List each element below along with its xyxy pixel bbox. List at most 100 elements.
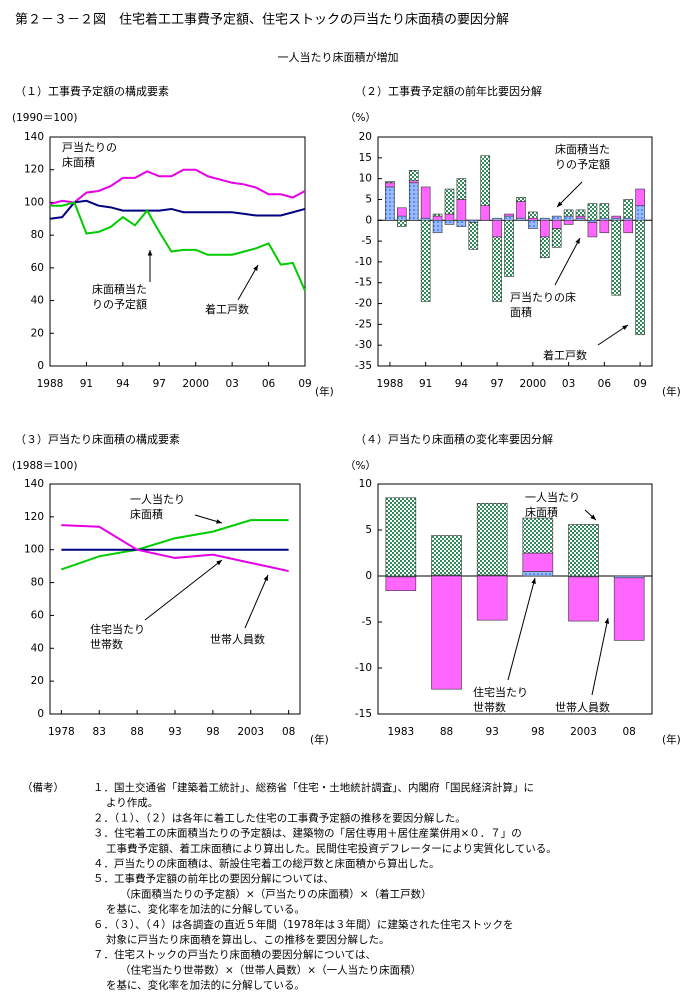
annotation-arrow: [591, 617, 609, 696]
bar-segment: [551, 215, 562, 221]
plot-frame: [49, 483, 301, 715]
bar-segment: [504, 213, 514, 217]
bar-segment: [480, 155, 491, 206]
bar-segment: [563, 209, 574, 217]
x-tick-label: 06: [598, 378, 612, 390]
bar-segment: [522, 517, 554, 554]
x-tick-label: 94: [116, 378, 130, 390]
bar-segment: [397, 207, 407, 217]
y-axis-unit: (1990＝100): [12, 112, 77, 124]
line: [49, 199, 306, 220]
annotation-arrowhead: [216, 519, 222, 524]
note-line: １．国土交通省「建築着工統計」、総務省「住宅・土地統計調査」、内閣府「国民経済計…: [93, 781, 534, 794]
line: [49, 168, 306, 206]
note-line: より作成。: [106, 797, 158, 809]
bar-segment: [431, 535, 462, 576]
bar-segment: [568, 524, 599, 577]
note-line: ４．戸当たりの床面積は、新設住宅着工の総戸数と床面積から算出した。: [93, 857, 440, 870]
bar-segment: [539, 217, 550, 221]
bar-segment: [492, 236, 502, 302]
y-tick-label: -10: [355, 662, 372, 674]
y-tick-label: 100: [24, 196, 44, 208]
x-tick-label: 08: [622, 726, 635, 738]
annotation-arrowhead: [604, 618, 610, 624]
annotation-arrow: [597, 324, 629, 346]
y-tick-label: 60: [31, 262, 44, 274]
chart-label: （３）戸当たり床面積の構成要素: [15, 432, 180, 446]
bar-segment: [575, 217, 586, 221]
bar-segment: [563, 215, 574, 221]
series-label: 世帯人員数: [210, 633, 265, 646]
bar-segment: [480, 205, 491, 221]
chart-label: （２）工事費予定額の前年比要因分解: [355, 84, 542, 98]
bar-segment: [587, 222, 598, 238]
note-line: （住宅当たり世帯数）×（世帯人員数）×（一人当たり床面積）: [120, 963, 421, 976]
bar-segment: [522, 552, 554, 572]
note-line: ２．（１）、（２）は各年に着工した住宅の工事費予定額の推移を要因分解した。: [93, 811, 466, 824]
plot-frame: [49, 136, 306, 367]
note-line: を基に、変化率を加法的に分解している。: [106, 903, 305, 916]
x-tick-label: 93: [485, 726, 498, 738]
bar-segment: [575, 209, 586, 217]
y-tick-label: 0: [365, 214, 372, 226]
series-label: 世帯人員数: [555, 701, 610, 714]
bar-segment: [385, 182, 395, 188]
x-tick-label: 91: [419, 378, 432, 390]
annotation-arrow: [554, 237, 581, 286]
bar-segment: [504, 219, 514, 277]
y-tick-label: -35: [355, 360, 372, 372]
bar-segment: [476, 575, 508, 621]
bar-segment: [397, 219, 407, 227]
bar-segment: [635, 205, 645, 221]
bar-segment: [432, 215, 443, 221]
y-tick-label: 80: [31, 577, 44, 589]
y-tick-label: 120: [24, 164, 44, 176]
x-tick-label: 1983: [387, 726, 414, 738]
y-tick-label: 5: [365, 193, 372, 205]
y-tick-label: 80: [31, 229, 44, 241]
chart-label: （１）工事費予定額の構成要素: [15, 84, 169, 98]
x-tick-label: 2003: [237, 726, 264, 738]
x-tick-label: 03: [562, 378, 575, 390]
bar-segment: [431, 575, 462, 690]
bar-segment: [444, 213, 455, 221]
x-tick-label: 94: [455, 378, 469, 390]
bar-segment: [516, 217, 526, 221]
annotation-arrowhead: [147, 250, 153, 256]
annotation-arrow: [237, 264, 259, 301]
bar-segment: [492, 219, 502, 238]
x-tick-label: 08: [282, 726, 295, 738]
bar-segment: [456, 178, 467, 200]
x-axis-unit: (年): [310, 733, 329, 746]
x-tick-label: 2003: [570, 726, 597, 738]
y-tick-label: 140: [24, 478, 44, 490]
y-tick-label: 20: [359, 131, 372, 143]
series-label: 床面積当たりの予定額: [555, 142, 610, 171]
annotation-arrow: [507, 577, 536, 681]
x-tick-label: 2000: [520, 378, 547, 390]
bar-segment: [568, 576, 599, 622]
bar-segment: [599, 219, 610, 234]
note-line: ５．工事費予定額の前年比の要因分解については、: [93, 872, 334, 885]
y-tick-label: 10: [359, 173, 372, 185]
bar-segment: [599, 217, 610, 221]
notes-label: （備考）: [22, 781, 64, 794]
line: [61, 519, 289, 571]
bar-segment: [456, 219, 467, 227]
line: [61, 524, 289, 573]
bar-segment: [599, 203, 610, 219]
note-line: ３．住宅着工の床面積当たりの予定額は、建築物の「居住専用＋居住産業併用×０．７」…: [93, 827, 522, 840]
bar-segment: [432, 213, 443, 217]
annotation-arrowhead: [575, 238, 580, 244]
bar-segment: [385, 181, 395, 184]
y-tick-label: 5: [365, 524, 372, 536]
series-label: 戸当たりの床面積: [510, 290, 576, 319]
bar-segment: [635, 219, 645, 336]
note-line: を基に、変化率を加法的に分解している。: [106, 979, 305, 992]
x-axis-unit: (年): [315, 385, 334, 398]
line: [50, 201, 306, 292]
y-axis-unit: (1988＝100): [12, 460, 77, 472]
bar-segment: [420, 217, 431, 221]
bar-segment: [522, 571, 554, 577]
